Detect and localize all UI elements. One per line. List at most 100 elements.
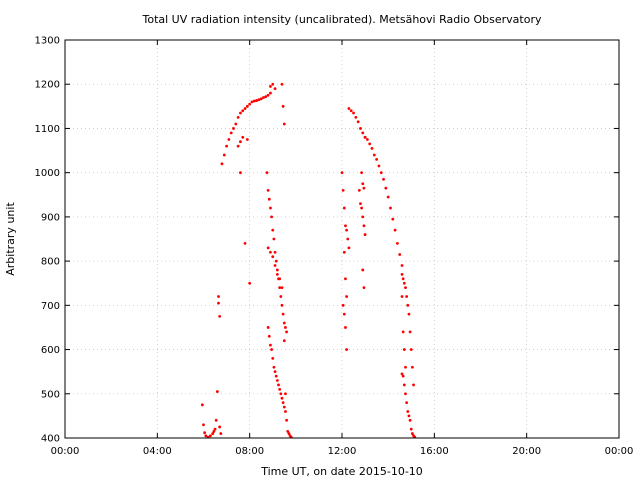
data-point	[252, 99, 256, 103]
data-point	[255, 99, 258, 102]
y-tick-label: 500	[41, 389, 60, 400]
data-point	[275, 272, 279, 276]
data-point	[406, 303, 410, 307]
data-point	[218, 314, 222, 318]
data-point	[400, 264, 404, 267]
data-point	[342, 312, 346, 316]
data-point	[407, 414, 411, 418]
data-point	[354, 115, 358, 119]
data-point	[362, 286, 366, 290]
data-point	[407, 312, 411, 316]
data-point	[360, 206, 364, 210]
data-point	[269, 343, 272, 347]
data-point	[404, 286, 407, 290]
data-point	[401, 374, 405, 378]
data-point	[277, 383, 280, 387]
data-point	[271, 255, 275, 259]
data-point	[265, 171, 269, 175]
data-point	[370, 146, 374, 150]
data-point	[212, 429, 216, 433]
data-point	[274, 374, 278, 378]
y-tick-label: 1200	[35, 80, 60, 91]
data-point	[372, 153, 376, 157]
data-point	[279, 392, 283, 396]
data-point	[284, 326, 287, 329]
data-point	[282, 122, 286, 126]
data-point	[262, 96, 265, 99]
data-point	[359, 127, 362, 130]
data-point	[341, 188, 345, 192]
y-tick-label: 1300	[35, 36, 60, 47]
data-point	[408, 330, 412, 334]
data-point	[280, 303, 284, 307]
data-point	[281, 312, 285, 316]
data-point	[359, 202, 362, 206]
data-point	[270, 215, 273, 219]
data-point	[377, 164, 381, 168]
data-point	[342, 250, 346, 254]
data-point	[257, 98, 261, 102]
chart-title: Total UV radiation intensity (uncalibrat…	[142, 13, 542, 26]
data-point	[405, 295, 409, 298]
data-point	[362, 224, 366, 228]
data-point	[234, 122, 238, 126]
x-tick-label: 12:00	[328, 446, 357, 457]
y-tick-label: 400	[41, 434, 60, 445]
x-tick-label: 20:00	[512, 446, 541, 457]
data-point	[266, 93, 270, 97]
data-point	[269, 206, 272, 210]
data-point	[365, 138, 369, 141]
y-axis-ticks: 400 500 600 700 800 900 1000 1100 1200 1300	[35, 36, 619, 445]
x-axis-label: Time UT, on date 2015-10-10	[260, 465, 423, 478]
data-point	[204, 434, 208, 438]
data-point	[259, 97, 263, 101]
data-point	[245, 104, 249, 108]
data-point	[227, 138, 231, 141]
data-point	[411, 432, 414, 435]
data-point	[363, 233, 367, 236]
data-point	[269, 250, 272, 254]
data-point	[349, 109, 353, 113]
data-point	[220, 162, 224, 166]
data-point	[229, 131, 233, 135]
data-point	[363, 135, 367, 139]
grid-lines	[65, 40, 619, 438]
x-tick-label: 00:00	[51, 446, 80, 457]
data-point	[400, 272, 404, 276]
data-point	[275, 268, 279, 272]
data-point	[273, 87, 277, 91]
data-point	[406, 410, 410, 413]
x-tick-label: 04:00	[143, 446, 172, 457]
data-point	[200, 403, 204, 407]
data-point	[272, 365, 276, 369]
data-point	[409, 348, 413, 351]
data-point	[272, 237, 276, 241]
data-point	[273, 370, 277, 374]
data-point	[412, 383, 415, 387]
data-point	[271, 82, 275, 86]
data-point	[279, 295, 283, 298]
data-point	[236, 144, 240, 148]
data-point	[225, 144, 228, 148]
data-point	[280, 396, 284, 400]
data-point	[281, 104, 285, 108]
data-point	[391, 217, 395, 221]
plot-frame	[64, 39, 620, 439]
data-point	[344, 277, 347, 281]
data-point	[273, 264, 277, 267]
y-tick-label: 1000	[35, 168, 60, 179]
data-point	[401, 277, 405, 281]
data-point	[245, 138, 249, 141]
data-point	[202, 423, 205, 427]
data-point	[286, 429, 290, 433]
data-point	[211, 432, 215, 435]
data-point	[344, 326, 347, 329]
data-point	[215, 390, 219, 393]
data-point	[222, 153, 226, 157]
data-point	[219, 432, 223, 435]
data-point	[347, 107, 351, 110]
data-point	[411, 365, 414, 369]
data-point	[241, 135, 245, 139]
x-tick-label: 08:00	[235, 446, 264, 457]
